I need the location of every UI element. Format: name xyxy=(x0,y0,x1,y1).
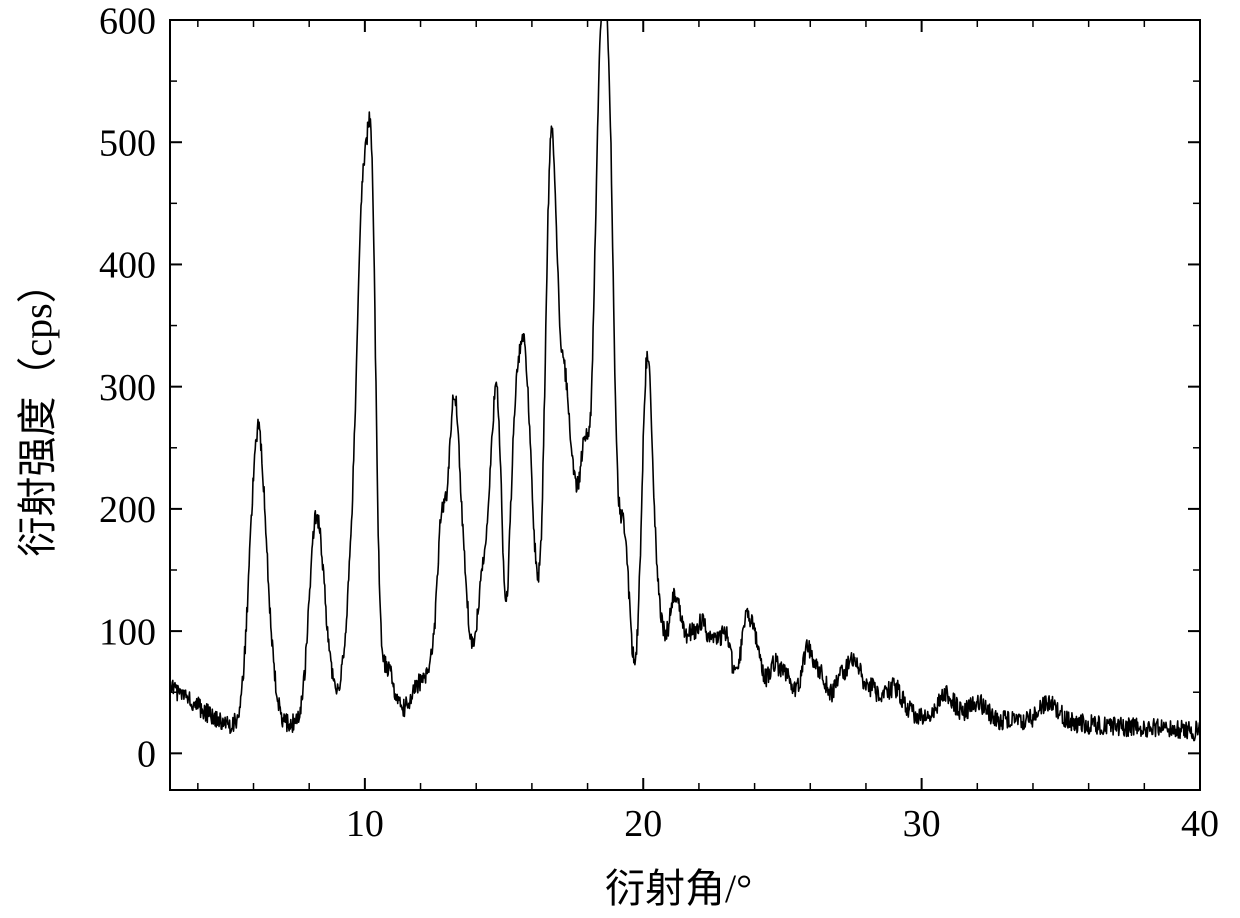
svg-text:20: 20 xyxy=(624,803,662,845)
chart-svg: 102030400100200300400500600 xyxy=(0,0,1240,918)
svg-text:30: 30 xyxy=(903,803,941,845)
svg-text:10: 10 xyxy=(346,803,384,845)
xrd-chart: 102030400100200300400500600 衍射强度（cps） 衍射… xyxy=(0,0,1240,918)
svg-text:400: 400 xyxy=(99,245,156,287)
x-axis-label: 衍射角/° xyxy=(0,856,1240,914)
xrd-spectrum-line xyxy=(170,0,1200,741)
y-axis-label: 衍射强度（cps） xyxy=(5,110,63,710)
svg-text:300: 300 xyxy=(99,367,156,409)
svg-text:100: 100 xyxy=(99,611,156,653)
svg-text:500: 500 xyxy=(99,123,156,165)
svg-text:0: 0 xyxy=(137,734,156,776)
svg-text:600: 600 xyxy=(99,0,156,42)
svg-text:200: 200 xyxy=(99,489,156,531)
svg-text:40: 40 xyxy=(1181,803,1219,845)
